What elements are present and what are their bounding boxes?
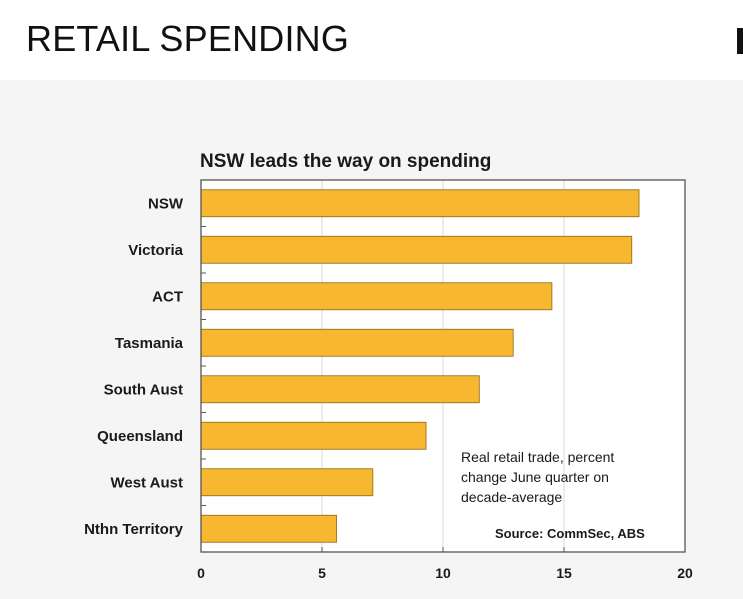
category-label: NSW [148,195,184,212]
category-label: Queensland [97,428,183,445]
chart-note: Real retail trade, percent change June qu… [461,449,614,505]
bar-tasmania [200,328,514,357]
category-labels: NSW Victoria ACT Tasmania South Aust Queensla… [84,195,184,538]
cropped-heading-mark [737,28,743,54]
category-label: South Aust [104,381,183,398]
bar-queensland [200,421,427,450]
x-tick-label: 15 [556,565,572,581]
category-label: ACT [152,288,183,305]
plot-frame [200,179,686,553]
bar-act [200,282,553,311]
page-title: RETAIL SPENDING [26,18,350,59]
bars [200,189,640,543]
category-label: West Aust [110,474,183,491]
bar-west-aust [200,468,374,497]
bar-nthn-territory [200,514,337,543]
chart-note-line: change June quarter on [461,469,609,485]
bar-south-aust [200,375,480,404]
chart-note-line: decade-average [461,489,562,505]
category-label: Nthn Territory [84,521,184,538]
category-label: Tasmania [115,335,184,352]
chart-title: NSW leads the way on spending [200,151,491,172]
bar-nsw [200,189,640,218]
chart-note-line: Real retail trade, percent [461,449,614,465]
x-tick-label: 5 [318,565,326,581]
x-tick-label: 0 [197,565,205,581]
x-axis: 0 5 10 15 20 [197,547,693,581]
x-tick-label: 20 [677,565,693,581]
bar-victoria [200,235,633,264]
category-label: Victoria [128,242,183,259]
x-tick-label: 10 [435,565,451,581]
chart-source: Source: CommSec, ABS [495,526,645,541]
